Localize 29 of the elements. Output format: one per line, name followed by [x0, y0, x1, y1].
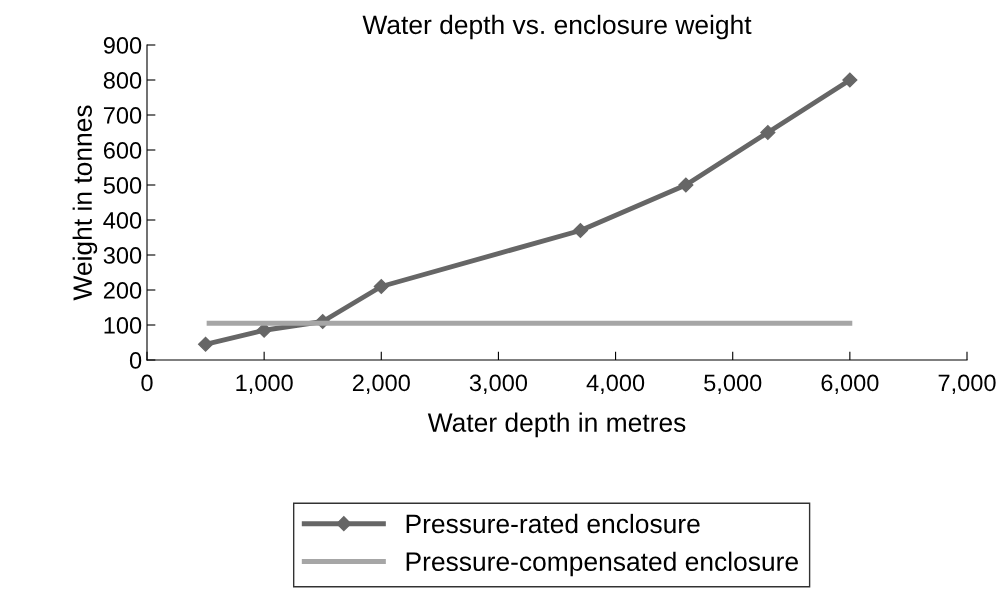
y-tick-label: 200	[103, 282, 142, 299]
legend-label: Pressure-compensated enclosure	[406, 551, 798, 577]
x-tick-label: 7,000	[938, 374, 996, 395]
point	[373, 278, 389, 295]
x-axis-title: Water depth in metres	[427, 412, 686, 438]
legend-label: Pressure-rated enclosure	[406, 513, 700, 534]
x-tick-label: 0	[141, 374, 153, 392]
y-tick-label: 400	[103, 212, 142, 229]
y-tick-label: 500	[103, 177, 142, 194]
point	[572, 222, 588, 239]
x-tick-label: 4,000	[586, 374, 645, 395]
y-axis-title: Weight in tonnes	[72, 105, 98, 301]
chart-title: Water depth vs. enclosure weight	[362, 14, 752, 40]
y-tick-label: 0	[129, 352, 142, 369]
point	[842, 72, 858, 88]
point	[198, 336, 214, 352]
x-tick-label: 5,000	[704, 374, 762, 395]
y-tick-label: 900	[103, 37, 142, 54]
x-tick-label: 2,000	[352, 374, 410, 395]
point	[678, 177, 694, 193]
y-tick-label: 800	[103, 72, 142, 89]
point	[760, 124, 776, 141]
y-tick-label: 700	[103, 107, 142, 124]
x-tick-label: 3,000	[469, 374, 528, 395]
x-tick-label: 1,000	[236, 374, 293, 395]
y-tick-label: 600	[103, 142, 142, 159]
y-tick-label: 100	[104, 317, 142, 334]
x-tick-label: 6,000	[821, 374, 879, 395]
y-tick-label: 300	[103, 247, 142, 264]
